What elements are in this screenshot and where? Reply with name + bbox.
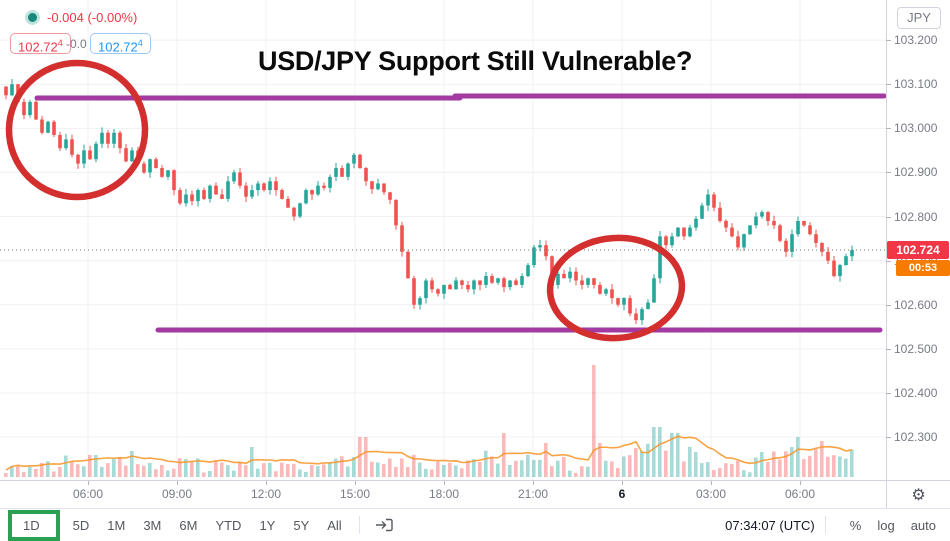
price-tick-label: 102.600 bbox=[894, 297, 938, 312]
settings-gear-button[interactable]: ⚙ bbox=[887, 481, 950, 508]
price-tick-label: 102.400 bbox=[894, 385, 938, 400]
range-button-1d[interactable]: 1D bbox=[23, 517, 40, 533]
market-status-dot-icon bbox=[25, 10, 40, 25]
bar-countdown-label: 00:53 bbox=[896, 260, 950, 277]
bid-price-box[interactable]: 102.724 bbox=[10, 33, 71, 54]
time-tick-mark bbox=[711, 481, 712, 485]
bid-price-main: 102.72 bbox=[18, 39, 58, 55]
range-button-5y[interactable]: 5Y bbox=[293, 517, 310, 533]
time-axis-border bbox=[0, 480, 950, 481]
time-tick-label: 06:00 bbox=[72, 487, 104, 501]
bottom-toolbar: 1D 5D 1M 3M 6M YTD 1Y 5Y All 07:34:07 (UTC) % log… bbox=[0, 508, 950, 541]
time-tick-mark bbox=[177, 481, 178, 485]
active-range-highlight-box: 1D bbox=[8, 509, 60, 541]
range-button-1y[interactable]: 1Y bbox=[259, 517, 276, 533]
go-to-date-button[interactable] bbox=[374, 515, 394, 535]
time-tick-mark bbox=[355, 481, 356, 485]
time-tick-mark bbox=[533, 481, 534, 485]
price-tick-mark bbox=[886, 84, 891, 86]
range-button-1m[interactable]: 1M bbox=[107, 517, 126, 533]
go-to-date-icon bbox=[375, 518, 393, 532]
price-tick-label: 102.500 bbox=[894, 341, 938, 356]
time-tick-label: 6 bbox=[618, 487, 626, 501]
scale-button-log[interactable]: log bbox=[877, 517, 895, 533]
bid-price-sup: 4 bbox=[57, 38, 63, 48]
scale-button-group: % log auto bbox=[850, 518, 936, 533]
range-button-3m[interactable]: 3M bbox=[143, 517, 162, 533]
currency-unit-badge[interactable]: JPY bbox=[897, 7, 941, 29]
time-tick-mark bbox=[88, 481, 89, 485]
candle-layer bbox=[4, 78, 854, 325]
last-price-label: 102.724 bbox=[887, 241, 949, 260]
price-tick-mark bbox=[886, 304, 891, 306]
candlestick-chart[interactable] bbox=[0, 0, 887, 480]
time-tick-label: 15:00 bbox=[339, 487, 371, 501]
volume-layer bbox=[4, 365, 854, 477]
time-tick-label: 06:00 bbox=[784, 487, 816, 501]
time-tick-label: 12:00 bbox=[250, 487, 282, 501]
price-tick-mark bbox=[886, 260, 891, 262]
highlight-circle-annotation bbox=[5, 59, 149, 201]
toolbar-divider-right bbox=[824, 516, 826, 534]
highlight-circle-annotation bbox=[546, 234, 686, 342]
chart-title-annotation: USD/JPY Support Still Vulnerable? bbox=[258, 46, 693, 76]
price-tick-label: 103.200 bbox=[894, 33, 938, 48]
volume-ma-line bbox=[5, 435, 853, 471]
time-tick-mark bbox=[800, 481, 801, 485]
scale-button-percent[interactable]: % bbox=[849, 517, 862, 533]
price-tick-mark bbox=[886, 128, 891, 130]
price-tick-mark bbox=[886, 392, 891, 394]
time-tick-label: 21:00 bbox=[517, 487, 549, 501]
range-button-6m[interactable]: 6M bbox=[179, 517, 198, 533]
price-tick-label: 102.300 bbox=[894, 430, 938, 445]
time-tick-label: 03:00 bbox=[695, 487, 727, 501]
ask-price-main: 102.72 bbox=[98, 39, 138, 55]
price-axis-border bbox=[886, 0, 887, 508]
price-axis[interactable] bbox=[887, 0, 950, 480]
price-tick-label: 103.100 bbox=[894, 77, 938, 92]
toolbar-divider bbox=[358, 516, 360, 534]
range-button-ytd[interactable]: YTD bbox=[215, 517, 242, 533]
time-axis[interactable] bbox=[0, 481, 886, 508]
time-tick-mark bbox=[266, 481, 267, 485]
grid-layer bbox=[0, 0, 886, 480]
time-tick-label: 09:00 bbox=[161, 487, 193, 501]
gear-icon: ⚙ bbox=[911, 486, 926, 504]
price-tick-mark bbox=[886, 172, 891, 174]
scale-button-auto[interactable]: auto bbox=[910, 517, 936, 533]
range-button-group: 1D 5D 1M 3M 6M YTD 1Y 5Y All bbox=[8, 509, 349, 541]
price-tick-label: 103.000 bbox=[894, 121, 938, 136]
price-tick-mark bbox=[886, 40, 891, 42]
time-tick-mark bbox=[444, 481, 445, 485]
spread-value: -0.0 bbox=[66, 37, 87, 51]
range-button-5d[interactable]: 5D bbox=[72, 517, 90, 533]
ask-price-sup: 4 bbox=[137, 38, 143, 48]
price-tick-label: 102.900 bbox=[894, 165, 938, 180]
price-tick-mark bbox=[886, 348, 891, 350]
time-tick-mark bbox=[622, 481, 623, 485]
price-tick-mark bbox=[886, 216, 891, 218]
price-change-text: -0.004 (-0.00%) bbox=[47, 10, 138, 25]
time-tick-label: 18:00 bbox=[428, 487, 460, 501]
price-tick-label: 102.800 bbox=[894, 209, 938, 224]
range-button-all[interactable]: All bbox=[327, 517, 342, 533]
price-tick-mark bbox=[886, 437, 891, 439]
ask-price-box[interactable]: 102.724 bbox=[90, 33, 151, 54]
annotation-layer bbox=[5, 59, 887, 342]
server-clock[interactable]: 07:34:07 (UTC) bbox=[725, 517, 815, 533]
